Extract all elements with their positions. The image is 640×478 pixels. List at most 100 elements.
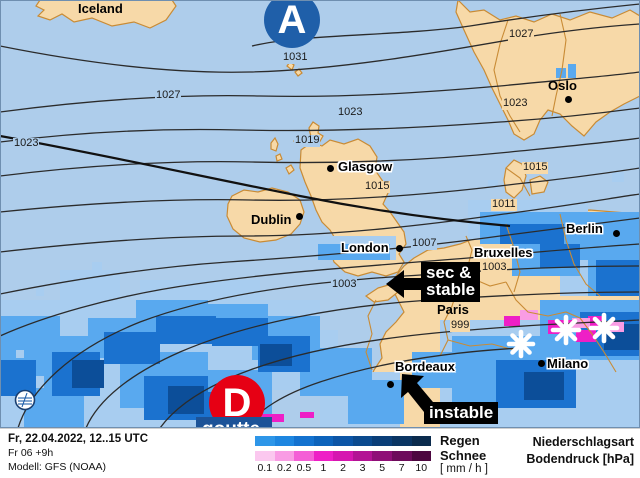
city-label-bordeaux: Bordeaux bbox=[395, 359, 455, 374]
city-label-paris: Paris bbox=[437, 302, 469, 317]
isobar-1007 bbox=[0, 243, 640, 337]
isobar-label: 1023 bbox=[13, 137, 40, 150]
high-pressure-marker-A[interactable]: A bbox=[264, 0, 320, 48]
model-run-info: Fr, 22.04.2022, 12..15 UTC Fr 06 +9h Mod… bbox=[8, 432, 148, 475]
isobar-1003 bbox=[17, 265, 640, 428]
isobar-label: 1023 bbox=[337, 106, 364, 119]
snow-icon bbox=[588, 312, 620, 344]
low-caption-line1: goutte bbox=[202, 420, 268, 428]
scale-tick-7: 7 bbox=[398, 462, 405, 474]
city-dot-dublin bbox=[296, 213, 303, 220]
city-label-oslo: Oslo bbox=[548, 78, 577, 93]
snow-scale-swatch-7 bbox=[391, 451, 412, 461]
isobar-1023-mid bbox=[0, 137, 640, 177]
city-dot-bordeaux bbox=[387, 381, 394, 388]
forecast-map[interactable]: 1031 1027 1027 1023 1023 1023 1019 1015 … bbox=[0, 0, 640, 428]
isobar-label: 1015 bbox=[522, 161, 549, 174]
site-watermark-icon bbox=[14, 389, 36, 411]
snow-symbol-layer bbox=[0, 0, 640, 428]
callout-sec-line1: sec & bbox=[426, 263, 472, 282]
isobar-label: 1003 bbox=[481, 261, 508, 274]
isobar-999 bbox=[85, 291, 640, 428]
rain-scale-swatch-3 bbox=[313, 436, 334, 446]
land-hebrides-2 bbox=[275, 153, 283, 162]
snow-scale-swatch-2 bbox=[294, 451, 314, 461]
city-dot-milano bbox=[538, 360, 545, 367]
city-label-berlin: Berlin bbox=[566, 221, 603, 236]
land-hebrides-3 bbox=[285, 164, 295, 175]
scale-unit-label: [ mm / h ] bbox=[440, 463, 488, 475]
isobar-label: 1015 bbox=[364, 180, 391, 193]
snow-scale-swatch-3 bbox=[313, 451, 334, 461]
rain-scale-swatch-6 bbox=[372, 436, 392, 446]
isobar-label: 1027 bbox=[155, 89, 182, 102]
callout-sec-stable: sec & stable bbox=[421, 262, 481, 302]
scale-tick-0.5: 0.5 bbox=[296, 462, 312, 474]
scale-tick-0.2: 0.2 bbox=[277, 462, 292, 474]
city-label-dublin: Dublin bbox=[251, 212, 292, 227]
frontal-line bbox=[0, 134, 511, 228]
callout-instable: instable bbox=[424, 402, 499, 425]
isobar-label: 1027 bbox=[508, 28, 535, 41]
precipitation-layer bbox=[0, 64, 640, 428]
legend-right-caption: Niederschlagsart Bodendruck [hPa] bbox=[526, 434, 634, 467]
rain-scale-swatch-8 bbox=[411, 436, 432, 446]
snow-scale-swatch-8 bbox=[411, 451, 432, 461]
low-pressure-caption: goutte froide bbox=[196, 417, 272, 428]
isobar-1019 bbox=[0, 167, 640, 213]
scale-tick-1: 1 bbox=[320, 462, 327, 474]
rain-scale-swatch-2 bbox=[294, 436, 314, 446]
snow-scale-swatch-4 bbox=[333, 451, 353, 461]
snow-scale-swatch-5 bbox=[352, 451, 373, 461]
scale-tick-2: 2 bbox=[340, 462, 346, 474]
snow-icon bbox=[550, 314, 582, 346]
isobar-1011 bbox=[0, 217, 640, 295]
scale-tick-3: 3 bbox=[359, 462, 366, 474]
isobar-1027-north bbox=[0, 23, 640, 73]
legend-caption-line1: Niederschlagsart bbox=[532, 435, 634, 449]
land-denmark bbox=[503, 159, 527, 199]
callout-sec-line2: stable bbox=[426, 280, 476, 300]
snow-scale-swatch-6 bbox=[372, 451, 392, 461]
land-iceland bbox=[35, 0, 177, 29]
isobar-label: 1019 bbox=[294, 134, 321, 147]
snow-scale-swatch-0 bbox=[255, 451, 275, 461]
snow-icon bbox=[506, 329, 536, 359]
isobar-991 bbox=[245, 347, 521, 428]
isobar-label: 1003 bbox=[331, 278, 358, 291]
land-hebrides bbox=[270, 136, 279, 152]
rain-scale-label: Regen bbox=[440, 433, 480, 448]
run-time: Fr 06 +9h bbox=[8, 447, 54, 460]
isobar-label: 1011 bbox=[491, 198, 517, 211]
city-dot-glasgow bbox=[327, 165, 334, 172]
rain-scale-swatch-1 bbox=[274, 436, 295, 446]
city-dot-oslo bbox=[565, 96, 572, 103]
snow-color-scale bbox=[255, 451, 432, 461]
model-name: Modell: GFS (NOAA) bbox=[8, 461, 107, 474]
snow-scale-label: Schnee bbox=[440, 448, 487, 463]
isobar-1027 bbox=[0, 71, 640, 113]
isobar-label: 1007 bbox=[411, 237, 438, 250]
city-label-glasgow: Glasgow bbox=[338, 159, 393, 174]
arrow-left-icon bbox=[386, 270, 430, 298]
isobar-label: 999 bbox=[450, 319, 471, 332]
rain-scale-swatch-5 bbox=[352, 436, 373, 446]
city-dot-berlin bbox=[613, 230, 620, 237]
rain-scale-swatch-0 bbox=[255, 436, 275, 446]
isobar-1023 bbox=[0, 107, 640, 143]
city-label-london: London bbox=[341, 240, 389, 255]
rain-scale-swatch-7 bbox=[391, 436, 412, 446]
rain-scale-swatch-4 bbox=[333, 436, 353, 446]
valid-time: Fr, 22.04.2022, 12..15 UTC bbox=[8, 433, 149, 445]
rain-color-scale bbox=[255, 436, 432, 446]
city-label-iceland: Iceland bbox=[78, 1, 123, 16]
city-label-milano: Milano bbox=[547, 356, 589, 371]
city-label-bruxelles: Bruxelles bbox=[474, 245, 533, 260]
city-dot-london bbox=[396, 245, 403, 252]
legend-caption-line2: Bodendruck [hPa] bbox=[526, 451, 634, 466]
isobar-1015 bbox=[0, 193, 640, 253]
isobar-layer bbox=[0, 3, 640, 428]
scale-tick-10: 10 bbox=[415, 462, 428, 474]
snow-scale-swatch-1 bbox=[274, 451, 295, 461]
